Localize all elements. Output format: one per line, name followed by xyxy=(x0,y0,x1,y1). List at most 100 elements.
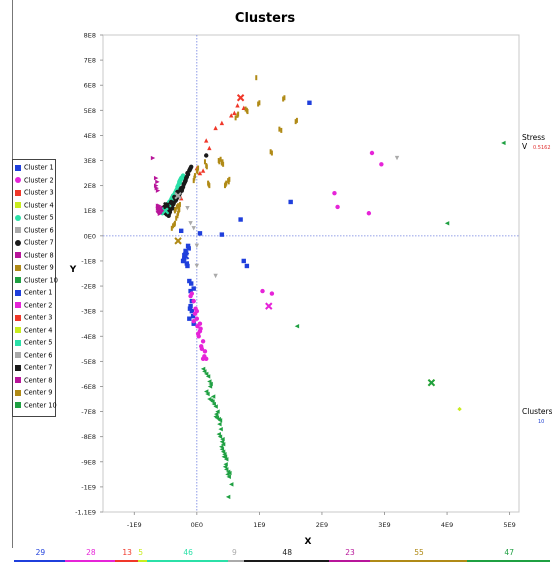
cluster-8-point xyxy=(153,175,159,181)
plot-area xyxy=(102,34,520,513)
cluster-1-point xyxy=(178,228,184,234)
cluster-7-point xyxy=(182,179,188,185)
cluster-size-segment xyxy=(369,560,467,562)
legend-label: Center 10 xyxy=(24,401,57,409)
cluster-size-label: 46 xyxy=(183,548,193,557)
cluster-9-point xyxy=(283,95,286,101)
legend-swatch xyxy=(15,327,21,333)
legend-item: Center 4 xyxy=(15,324,52,336)
legend-label: Center 6 xyxy=(24,351,53,359)
cluster-3-point xyxy=(235,103,240,108)
stress-value: 0.5162 xyxy=(533,145,551,151)
cluster-9-point xyxy=(295,117,298,123)
legend-label: Cluster 2 xyxy=(24,176,54,184)
cluster-10-point xyxy=(444,221,450,226)
cluster-2-point xyxy=(192,311,198,316)
y-tick-label: 8E8 xyxy=(84,32,96,40)
legend-label: Center 7 xyxy=(24,363,53,372)
cluster-7-point xyxy=(171,201,176,206)
y-tick-label: -7E8 xyxy=(81,408,96,416)
cluster-10-point xyxy=(217,421,222,427)
cluster-2-point xyxy=(200,339,206,344)
cluster-size-label: 55 xyxy=(414,548,424,557)
legend-label: Center 5 xyxy=(24,338,53,347)
cluster-size-label: 48 xyxy=(282,548,292,557)
y-tick-label: -1,1E9 xyxy=(75,509,96,517)
cluster-1-point xyxy=(183,248,188,254)
legend-item: Center 5 xyxy=(15,336,52,348)
legend-item: Center 7 xyxy=(15,361,52,373)
cluster-9-point xyxy=(294,119,297,125)
center-1-point xyxy=(181,252,190,260)
y-tick-label: 4E8 xyxy=(84,132,96,140)
cluster-3-point xyxy=(197,170,203,176)
cluster-2-point xyxy=(194,316,200,321)
cluster-1-point xyxy=(238,217,243,222)
cluster-9-point xyxy=(258,100,261,106)
cluster-2-point xyxy=(202,354,207,359)
cluster-2-point xyxy=(199,344,204,349)
cluster-1-point xyxy=(184,261,190,266)
cluster-9-point xyxy=(244,106,247,112)
chart-title: Clusters xyxy=(235,11,295,26)
y-tick-label: -2E8 xyxy=(81,283,96,291)
cluster-1-point xyxy=(187,306,193,311)
legend-label: Center 4 xyxy=(24,326,53,334)
cluster-size-label: 23 xyxy=(345,548,355,557)
cluster-10-point xyxy=(229,482,234,487)
legend-label: Cluster 10 xyxy=(24,276,58,284)
legend-swatch xyxy=(15,164,21,171)
cluster-2-point xyxy=(191,298,196,304)
legend-label: Cluster 5 xyxy=(24,213,54,222)
cluster-8-point xyxy=(155,188,161,193)
cluster-9-point xyxy=(224,181,227,187)
cluster-5-point xyxy=(177,180,183,185)
cluster-10-point xyxy=(216,431,221,437)
cluster-10-point xyxy=(219,444,224,449)
cluster-9-point xyxy=(270,150,273,156)
cluster-2-point xyxy=(202,349,208,354)
cluster-size-label: 9 xyxy=(232,548,237,557)
cluster-10-point xyxy=(225,472,230,477)
cluster-10-point xyxy=(204,389,209,394)
cluster-2-point xyxy=(191,319,196,324)
cluster-1-point xyxy=(188,303,193,309)
x-axis-label: X xyxy=(305,537,312,547)
legend-swatch xyxy=(15,377,21,383)
cluster-1-point xyxy=(181,258,186,264)
cluster-6-point xyxy=(194,243,200,249)
cluster-10-point xyxy=(220,449,226,454)
cluster-6-point xyxy=(194,263,200,269)
legend-item: Center 6 xyxy=(15,349,52,361)
cluster-9-point xyxy=(170,225,173,231)
cluster-9-point xyxy=(218,159,221,165)
legend-label: Cluster 7 xyxy=(24,238,54,247)
cluster-3-point xyxy=(207,145,212,151)
cluster-10-point xyxy=(294,324,300,329)
cluster-10-point xyxy=(501,140,506,146)
legend-label: Cluster 1 xyxy=(24,163,54,172)
cluster-size-label: 28 xyxy=(86,548,96,557)
cluster-8-point xyxy=(157,203,162,208)
clusters-count-title: Clusters xyxy=(522,407,552,416)
y-tick-label: 7E8 xyxy=(84,57,96,65)
cluster-10-point xyxy=(207,384,213,389)
cluster-10-point xyxy=(202,369,207,374)
cluster-9-point xyxy=(197,165,200,171)
cluster-10-point xyxy=(207,379,212,384)
cluster-6-point xyxy=(185,206,190,211)
legend-label: Center 1 xyxy=(24,288,53,297)
cluster-9-point xyxy=(222,161,225,167)
legend-swatch xyxy=(15,314,21,321)
cluster-9-point xyxy=(177,210,180,216)
data-points xyxy=(150,75,506,500)
cluster-size-segment xyxy=(228,560,244,562)
y-axis-label: Y xyxy=(69,265,77,275)
cluster-1-point xyxy=(241,258,246,264)
center-10-point xyxy=(427,379,436,387)
cluster-2-point xyxy=(332,190,337,196)
x-tick-label: 1E9 xyxy=(253,521,265,529)
y-tick-label: 6E8 xyxy=(84,82,96,90)
y-tick-label: -6E8 xyxy=(81,383,96,391)
cluster-1-point xyxy=(191,321,196,326)
